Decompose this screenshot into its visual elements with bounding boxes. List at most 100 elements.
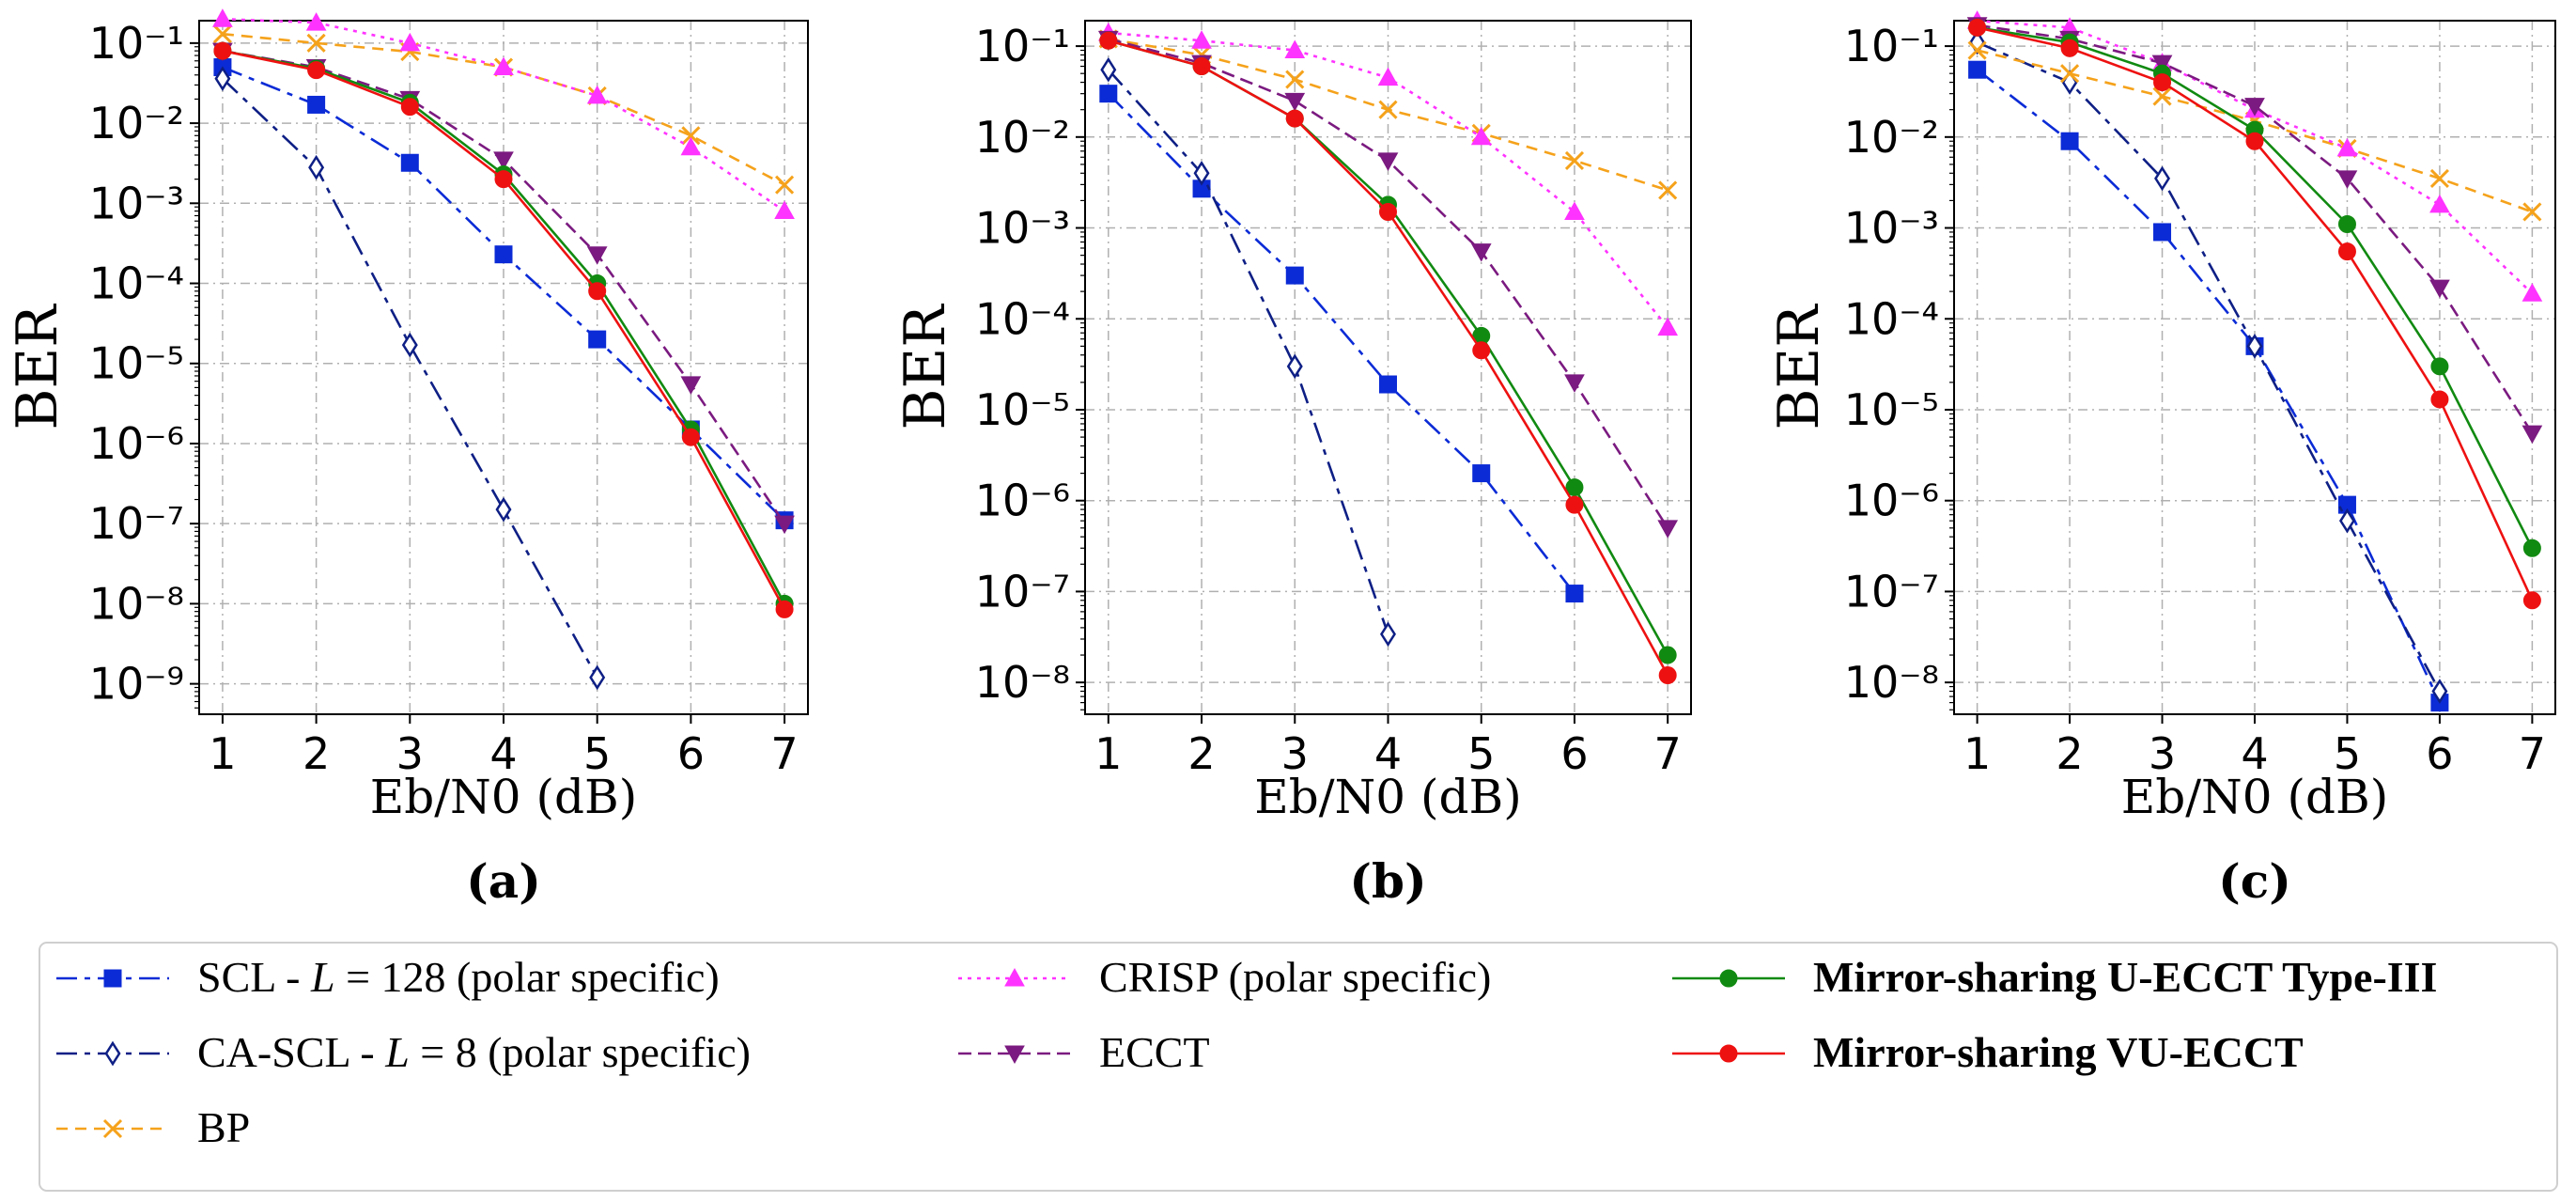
legend-label: CA-SCL - L = 8 (polar specific) <box>197 1028 751 1076</box>
legend-label: Mirror-sharing U-ECCT Type-III <box>1813 953 2437 1001</box>
y-tick-label: 10⁻¹ <box>1844 21 1939 71</box>
x-tick-label: 1 <box>209 728 236 779</box>
data-point <box>1193 160 1210 186</box>
data-point <box>493 56 514 76</box>
data-point <box>2246 334 2263 359</box>
data-point <box>1285 70 1305 89</box>
x-tick-label: 3 <box>396 728 424 779</box>
data-point <box>1968 60 1987 79</box>
data-point <box>1192 57 1211 76</box>
data-point <box>586 246 608 265</box>
data-point <box>2337 215 2356 234</box>
panel-label: (b) <box>1349 853 1426 909</box>
legend-marker <box>102 1118 123 1139</box>
legend-label: SCL - L = 128 (polar specific) <box>197 953 720 1001</box>
data-point <box>775 600 794 618</box>
data-point <box>1284 39 1306 59</box>
x-tick-label: 7 <box>2519 728 2546 779</box>
panel-label: (a) <box>466 853 541 909</box>
y-tick-label: 10⁻² <box>1844 112 1939 163</box>
series-line <box>1976 69 2442 704</box>
data-point <box>586 85 608 104</box>
y-tick-label: 10⁻³ <box>89 178 184 228</box>
data-point <box>400 98 419 117</box>
y-tick-label: 10⁻⁷ <box>1844 566 1939 617</box>
series-line <box>222 77 598 679</box>
data-point <box>307 61 326 80</box>
data-point <box>307 95 326 114</box>
y-axis-label: BER <box>5 304 70 430</box>
data-point <box>1657 317 1679 336</box>
data-point <box>1658 646 1677 664</box>
legend-label: Mirror-sharing VU-ECCT <box>1813 1028 2304 1076</box>
data-point <box>1284 92 1306 112</box>
series-mirror-sharing-vu-ecct <box>213 41 794 618</box>
y-tick-label: 10⁻³ <box>1844 203 1939 254</box>
data-point <box>1565 585 1584 603</box>
data-point <box>2060 132 2079 150</box>
x-tick-label: 6 <box>1560 728 1588 779</box>
x-tick-label: 7 <box>770 728 798 779</box>
data-point <box>1658 180 1678 200</box>
y-tick-label: 10⁻⁴ <box>975 293 1070 344</box>
data-point <box>1379 375 1397 394</box>
legend-marker <box>104 1040 121 1067</box>
data-point <box>400 153 419 172</box>
series-ca-scl-l-8-polar-specific- <box>1969 29 2448 704</box>
y-tick-label: 10⁻² <box>89 98 184 148</box>
data-point <box>1565 478 1584 497</box>
data-point <box>681 428 700 446</box>
data-point <box>774 515 795 535</box>
y-tick-label: 10⁻³ <box>975 203 1070 254</box>
data-point <box>680 136 702 156</box>
x-axis-label: Eb/N0 (dB) <box>370 770 638 824</box>
legend-label: CRISP (polar specific) <box>1099 953 1491 1001</box>
y-axis-label: BER <box>1766 304 1832 430</box>
legend-marker <box>1719 969 1738 988</box>
legend-item: Mirror-sharing U-ECCT Type-III <box>1672 953 2437 1001</box>
data-point <box>1377 67 1399 86</box>
data-point <box>2338 507 2355 534</box>
legend-item: Mirror-sharing VU-ECCT <box>1672 1028 2304 1076</box>
data-point <box>305 12 327 31</box>
panel-label: (c) <box>2218 853 2291 909</box>
chart-panel-a: 1 2 3 4 5 6 7 10⁻⁹ 10⁻⁸ 10⁻⁷ 10⁻⁶ 10⁻⁵ 10⁻⁴ 10⁻³ 10⁻² 1… <box>5 8 809 909</box>
y-tick-label: 10⁻¹ <box>975 21 1070 71</box>
data-point <box>2151 55 2173 74</box>
legend-marker <box>103 969 122 988</box>
y-tick-label: 10⁻⁴ <box>89 258 184 309</box>
chart-panels: 1 2 3 4 5 6 710⁻⁹10⁻⁸10⁻⁷10⁻⁶10⁻⁵10⁻⁴10⁻³10⁻²1… <box>5 8 2556 909</box>
data-point <box>2429 168 2449 188</box>
legend: SCL - L = 128 (polar specific) CA-SCL - L… <box>39 942 2558 1192</box>
y-tick-label: 10⁻⁸ <box>89 578 184 629</box>
legend-label: ECCT <box>1099 1028 1210 1076</box>
y-tick-label: 10⁻⁶ <box>1844 476 1939 526</box>
legend-label: BP <box>197 1103 250 1151</box>
series-crisp-polar-specific- <box>1966 10 2543 302</box>
grid <box>199 21 808 714</box>
legend-item: BP <box>56 1103 250 1151</box>
data-point <box>493 151 514 170</box>
data-point <box>2153 73 2172 92</box>
series-ca-scl-l-8-polar-specific- <box>214 66 606 691</box>
data-point <box>1472 341 1491 360</box>
legend-item: CRISP (polar specific) <box>958 953 1491 1001</box>
y-tick-label: 10⁻⁷ <box>975 566 1070 617</box>
x-tick-label: 2 <box>1187 728 1215 779</box>
series-line <box>1107 92 1575 595</box>
y-tick-label: 10⁻² <box>975 112 1070 163</box>
grid <box>1085 21 1691 714</box>
data-point <box>2244 98 2265 117</box>
x-tick-label: 5 <box>1467 728 1495 779</box>
x-tick-label: 5 <box>583 728 611 779</box>
data-point <box>2429 279 2450 299</box>
x-tick-label: 4 <box>2241 728 2268 779</box>
y-tick-label: 10⁻⁵ <box>1844 384 1939 435</box>
data-point <box>2152 86 2172 106</box>
data-point <box>212 24 232 44</box>
data-point <box>1968 18 1987 37</box>
y-tick-label: 10⁻⁵ <box>975 384 1070 435</box>
data-point <box>399 32 421 52</box>
x-tick-label: 4 <box>1374 728 1402 779</box>
data-point <box>2522 539 2541 557</box>
